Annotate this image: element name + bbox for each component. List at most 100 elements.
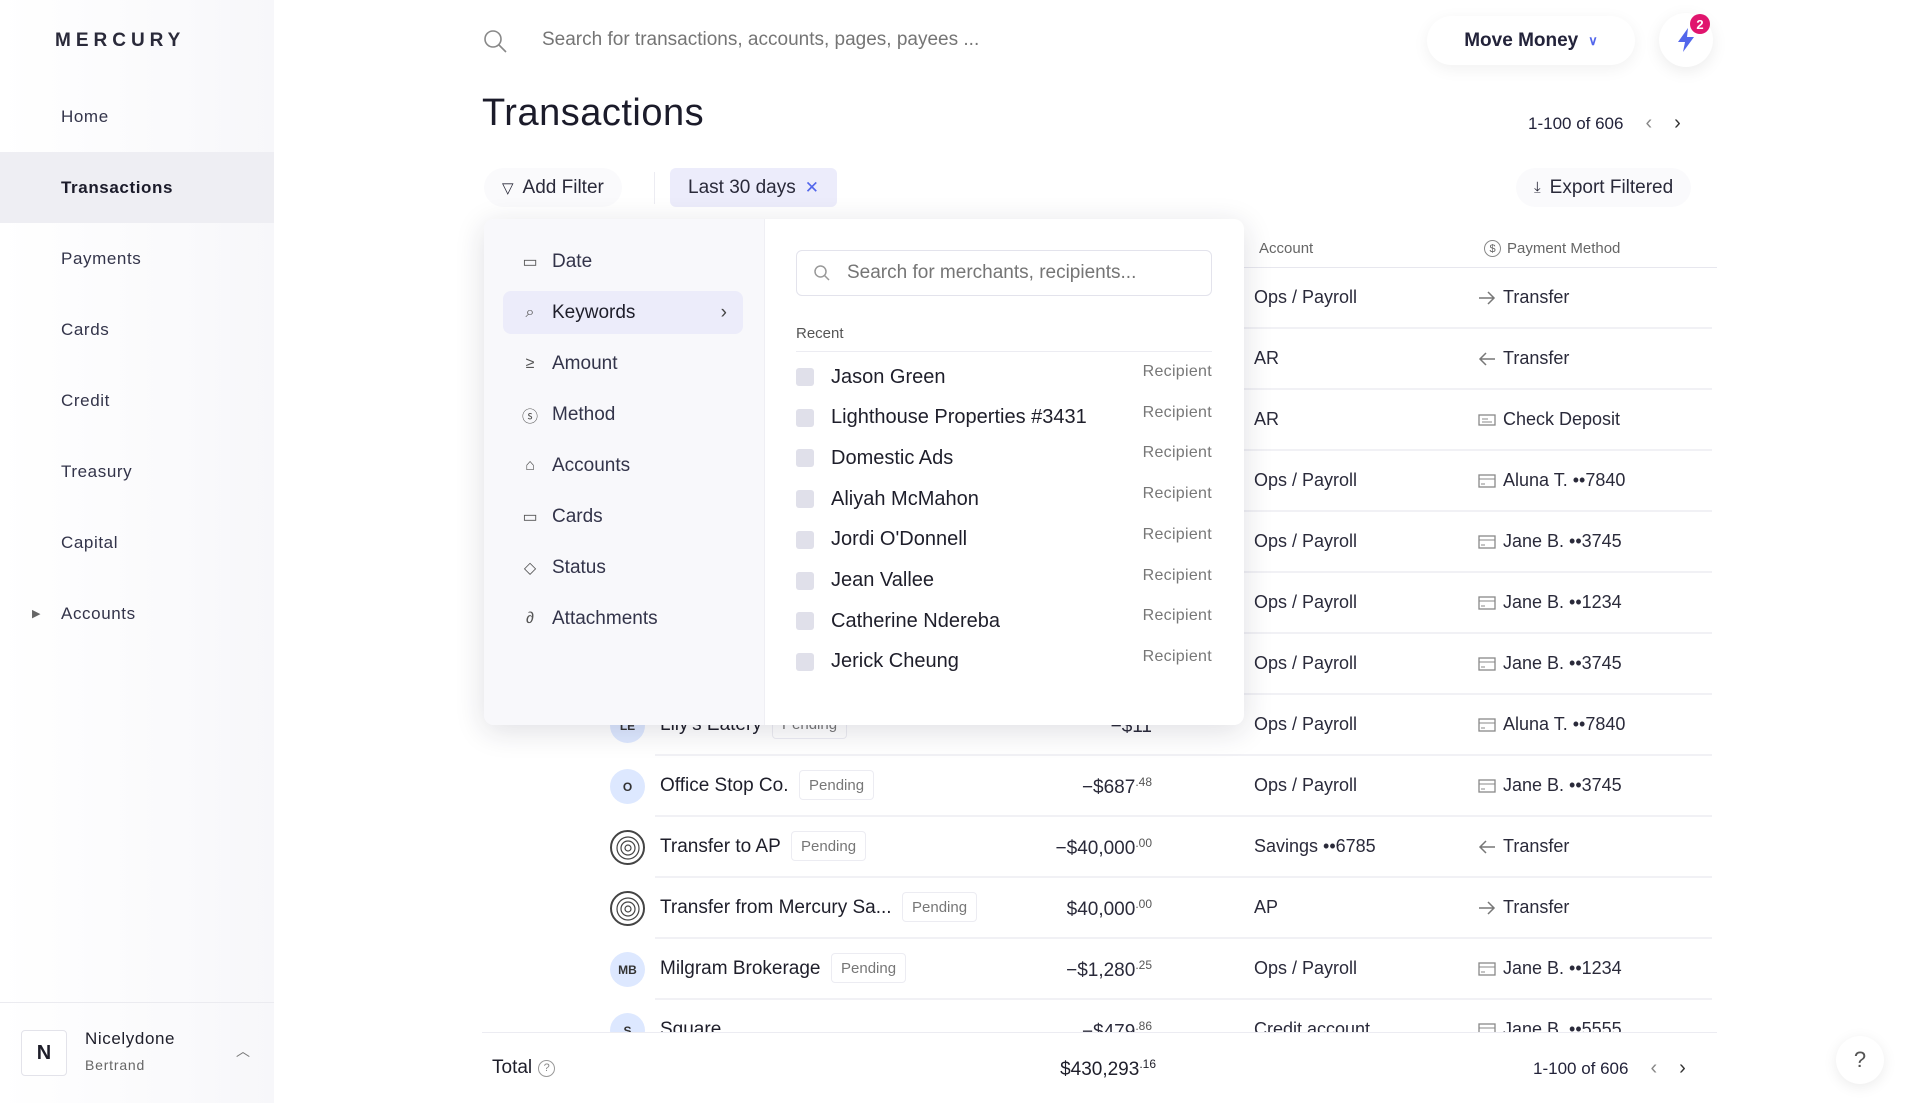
amount-dollars: −$687	[1081, 777, 1136, 799]
prev-page-icon[interactable]: ‹	[1650, 1057, 1658, 1079]
payment-method: Jane B. ••1234	[1478, 592, 1622, 613]
filter-dropdown: ▭ Date ⌕ Keywords › ≥ Amount ⓢ Method ⌂ Accounts ▭ C…	[484, 219, 1244, 725]
sidebar-item-home[interactable]: Home	[0, 81, 274, 152]
sidebar-item-transactions[interactable]: Transactions	[0, 152, 274, 223]
checkbox[interactable]	[796, 449, 814, 468]
recent-item[interactable]: Lighthouse Properties #3431 Recipient	[796, 401, 1212, 435]
next-page-icon[interactable]: ›	[1679, 1057, 1686, 1079]
card-icon	[1478, 595, 1496, 610]
add-filter-label: Add Filter	[522, 176, 604, 198]
amount-dollars: $40,000	[1066, 899, 1136, 921]
sidebar-item-payments[interactable]: Payments	[0, 223, 274, 294]
keyword-search-field[interactable]	[796, 250, 1212, 296]
mercury-logo[interactable]: MERCURY	[55, 30, 186, 51]
export-filtered-button[interactable]: ⤓ Export Filtered	[1516, 168, 1692, 207]
payment-method-label: Jane B. ••3745	[1503, 531, 1622, 551]
sidebar-item-accounts[interactable]: ▶ Accounts	[0, 578, 274, 649]
account: Ops / Payroll	[1254, 775, 1358, 795]
payment-method: Transfer	[1478, 348, 1569, 369]
recent-item[interactable]: Aliyah McMahon Recipient	[796, 482, 1212, 516]
filter-option-amount[interactable]: ≥ Amount	[503, 342, 743, 385]
prev-page-icon[interactable]: ‹	[1645, 112, 1653, 134]
card-icon	[1478, 961, 1496, 976]
date-filter-chip[interactable]: Last 30 days ✕	[670, 168, 837, 207]
checkbox[interactable]	[796, 368, 814, 386]
column-header-account[interactable]: Account	[1259, 240, 1313, 257]
payment-method-label: Transfer	[1503, 897, 1570, 917]
card-icon	[1478, 534, 1496, 549]
account: Ops / Payroll	[1254, 958, 1358, 978]
arrow-left-icon	[1478, 351, 1496, 366]
help-circle-icon[interactable]: ?	[538, 1059, 556, 1077]
filter-option-label: Keywords	[552, 301, 636, 323]
table-row[interactable]: Transfer from Mercury Sa... Pending $40,00…	[0, 878, 1920, 939]
chevron-down-icon: ∨	[1588, 32, 1598, 48]
payment-method-label: Transfer	[1503, 348, 1570, 368]
account: Ops / Payroll	[1254, 714, 1358, 734]
amount: −$687.48	[1082, 775, 1152, 799]
table-row[interactable]: Transfer to AP Pending −$40,000.00 Savings …	[0, 817, 1920, 878]
recent-item[interactable]: Catherine Ndereba Recipient	[796, 604, 1212, 638]
checkbox[interactable]	[796, 408, 814, 427]
caret-right-icon[interactable]: ▶	[32, 608, 42, 620]
column-header-payment-method[interactable]: $ Payment Method	[1484, 240, 1620, 257]
recent-item[interactable]: Jason Green Recipient	[796, 360, 1212, 394]
sidebar-item-credit[interactable]: Credit	[0, 365, 274, 436]
checkbox[interactable]	[796, 530, 814, 549]
payment-method: Jane B. ••3745	[1478, 653, 1622, 674]
export-label: Export Filtered	[1549, 176, 1674, 198]
checkbox[interactable]	[796, 571, 814, 590]
filter-option-attachments[interactable]: ∂ Attachments	[503, 597, 743, 640]
sidebar-item-cards[interactable]: Cards	[0, 294, 274, 365]
search-icon	[814, 265, 830, 281]
sidebar-item-capital[interactable]: Capital	[0, 507, 274, 578]
filter-categories: ▭ Date ⌕ Keywords › ≥ Amount ⓢ Method ⌂ Accounts ▭ C…	[484, 219, 765, 725]
checkbox[interactable]	[796, 612, 814, 631]
move-money-button[interactable]: Move Money ∨	[1427, 16, 1635, 65]
filter-option-label: Cards	[552, 505, 603, 527]
recent-item[interactable]: Domestic Ads Recipient	[796, 441, 1212, 475]
recent-item[interactable]: Jean Vallee Recipient	[796, 564, 1212, 598]
recent-item-name: Jordi O'Donnell	[831, 528, 968, 551]
dollar-circle-icon: ⓢ	[522, 408, 539, 426]
amount-cents: .86	[1135, 1019, 1152, 1033]
row-divider	[655, 998, 1712, 1000]
divider	[654, 172, 655, 204]
filter-option-method[interactable]: ⓢ Method	[503, 393, 743, 436]
checkbox[interactable]	[796, 490, 814, 509]
recent-item-type: Recipient	[1142, 363, 1212, 380]
arrow-right-icon	[1478, 290, 1496, 305]
amount-cents: .00	[1135, 897, 1152, 911]
mercury-logo-icon	[610, 830, 645, 865]
filter-option-cards[interactable]: ▭ Cards	[503, 495, 743, 538]
add-filter-button[interactable]: ▽ Add Filter	[484, 168, 622, 207]
filter-option-date[interactable]: ▭ Date	[503, 240, 743, 283]
recent-item-name: Domestic Ads	[831, 446, 954, 469]
recent-item-type: Recipient	[1142, 403, 1212, 421]
recent-item[interactable]: Jordi O'Donnell Recipient	[796, 523, 1212, 557]
user-menu[interactable]: N Nicelydone Bertrand ︿	[0, 1002, 274, 1103]
bank-icon: ⌂	[525, 456, 535, 474]
recent-item[interactable]: Jerick Cheung Recipient	[796, 645, 1212, 679]
checkbox[interactable]	[796, 652, 814, 671]
payment-method-label: Check Deposit	[1503, 409, 1621, 429]
transaction-name: Milgram Brokerage	[660, 958, 821, 979]
help-button[interactable]: ?	[1836, 1036, 1884, 1084]
close-icon[interactable]: ✕	[804, 177, 819, 197]
filter-option-status[interactable]: ◇ Status	[503, 546, 743, 589]
chevron-up-icon[interactable]: ︿	[236, 1043, 250, 1059]
filter-option-keywords[interactable]: ⌕ Keywords ›	[503, 291, 743, 334]
sidebar-item-treasury[interactable]: Treasury	[0, 436, 274, 507]
payment-method-label: Aluna T. ••7840	[1503, 470, 1626, 490]
row-divider	[655, 876, 1712, 878]
filter-option-label: Date	[552, 250, 593, 272]
table-footer: Total? $430,293.16 1-100 of 606 ‹ ›	[482, 1032, 1717, 1103]
keyword-search-input[interactable]	[847, 262, 1207, 284]
table-row[interactable]: MB Milgram Brokerage Pending −$1,280.25 Ops …	[0, 939, 1920, 1000]
table-row[interactable]: O Office Stop Co. Pending −$687.48 Ops / Pay…	[0, 756, 1920, 817]
global-search-input[interactable]	[542, 29, 1102, 51]
pagination-label: 1-100 of 606	[1528, 113, 1624, 133]
sidebar-item-label: Cards	[61, 319, 110, 339]
filter-option-accounts[interactable]: ⌂ Accounts	[503, 444, 743, 487]
next-page-icon[interactable]: ›	[1674, 112, 1681, 134]
